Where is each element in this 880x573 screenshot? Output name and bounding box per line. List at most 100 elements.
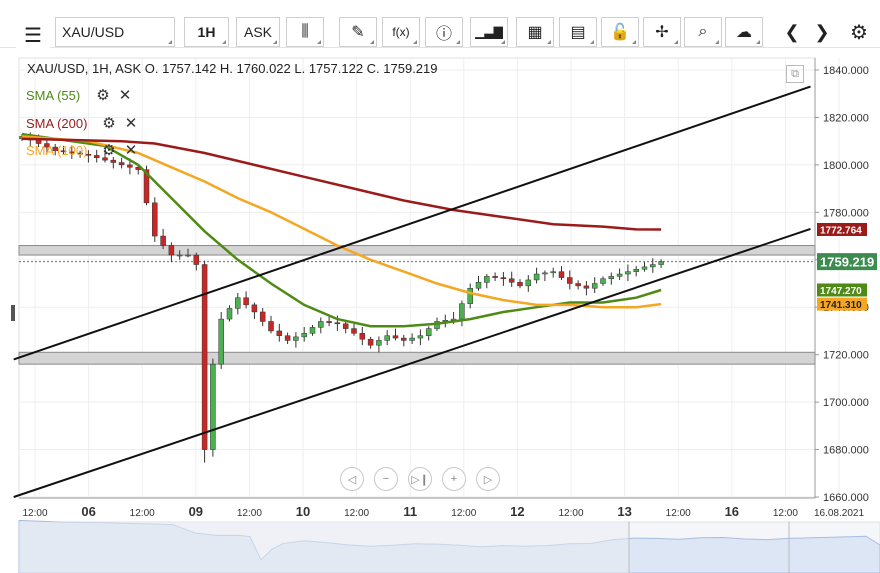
candle <box>376 336 382 353</box>
candle <box>276 323 283 342</box>
candle <box>235 292 241 315</box>
candle-body <box>243 297 249 306</box>
x-tick-label: 11 <box>403 504 417 519</box>
candle-body <box>168 245 175 256</box>
toolbar-tool-button[interactable]: ▤ <box>559 17 597 47</box>
toolbar-tool-button[interactable]: 🔓 <box>601 17 639 47</box>
candle-body <box>533 273 540 281</box>
close-icon[interactable]: ✕ <box>118 87 132 104</box>
candle-body <box>525 279 532 287</box>
toolbar-tool-button[interactable]: ▦ <box>516 17 554 47</box>
candle-body <box>93 155 100 159</box>
candle-body <box>185 254 191 257</box>
pen-icon: ✎ <box>351 24 365 41</box>
legend-sma200: SMA (200) ⚙ ✕ <box>26 114 142 132</box>
timeframe-select[interactable]: 1H <box>184 17 229 47</box>
candle <box>467 283 473 309</box>
price-tag-bg <box>817 253 877 271</box>
candle <box>359 326 366 346</box>
x-tick-label: 12:00 <box>773 508 798 519</box>
candle-body <box>351 328 357 334</box>
candle-body <box>44 143 50 148</box>
candle-body <box>484 276 490 283</box>
candle-body <box>118 162 125 166</box>
candle-body <box>616 273 623 277</box>
hamburger-icon: ☰ <box>24 24 42 47</box>
candle <box>259 308 266 327</box>
candle <box>318 317 324 334</box>
menu-button[interactable]: ☰ <box>16 20 50 50</box>
close-icon[interactable]: ✕ <box>124 115 138 132</box>
gear-icon[interactable]: ⚙ <box>102 142 116 159</box>
scroll-left-button[interactable]: ◁ <box>340 467 364 491</box>
toolbar-tool-button[interactable]: ✢ <box>643 17 681 47</box>
toolbar-tool-button[interactable]: ✎ <box>339 17 377 47</box>
legend-sma100: SMA (100) ⚙ ✕ <box>26 141 142 159</box>
x-tick-label: 12:00 <box>344 508 369 519</box>
candle <box>616 268 623 280</box>
price-tag: 1759.219 <box>817 253 877 271</box>
sr-zone <box>18 245 816 256</box>
candle-body <box>293 336 299 341</box>
ohlc-readout: XAU/USD, 1H, ASK O. 1757.142 H. 1760.022… <box>27 61 438 76</box>
y-tick-label: 1660.000 <box>823 492 869 504</box>
x-tick-label: 12:00 <box>558 508 583 519</box>
sma-line <box>21 137 662 231</box>
candle-body <box>392 335 399 339</box>
toolbar-tool-button[interactable]: ⓘ <box>425 17 463 47</box>
toolbar-tool-button[interactable]: ▁▃▇ <box>470 17 508 47</box>
candle <box>633 266 639 277</box>
zoom-in-button[interactable]: + <box>442 467 466 491</box>
toolbar-tool-button[interactable]: ⌕ <box>684 17 722 47</box>
zoom-out-button[interactable]: − <box>374 467 398 491</box>
gear-icon[interactable]: ⚙ <box>102 115 116 132</box>
candle-body <box>558 271 565 278</box>
candle <box>284 332 291 344</box>
candle <box>118 157 125 169</box>
candle-body <box>376 340 382 346</box>
candle <box>110 156 117 169</box>
candle <box>326 315 332 327</box>
price-tag-label: 1741.310 <box>820 300 862 311</box>
candle-body <box>384 335 390 341</box>
candle <box>542 270 548 282</box>
prev-button[interactable]: ❮ <box>780 17 804 47</box>
arrow-left-icon: ◁ <box>347 473 357 486</box>
next-button[interactable]: ❯ <box>810 17 834 47</box>
y-tick-label: 1700.000 <box>823 397 869 409</box>
scroll-right-button[interactable]: ▷ <box>476 467 500 491</box>
price-type-select[interactable]: ASK <box>236 17 280 47</box>
candle <box>210 358 216 457</box>
symbol-select[interactable]: XAU/USD <box>55 17 175 47</box>
gear-icon[interactable]: ⚙ <box>96 87 110 104</box>
toolbar-tool-button[interactable]: f(x) <box>382 17 420 47</box>
crosshair-icon: ✢ <box>655 24 669 41</box>
popout-icon[interactable]: ⧉ <box>786 65 804 83</box>
candle <box>69 145 75 159</box>
candle <box>525 275 532 292</box>
candle <box>293 332 299 348</box>
toolbar-tool-button[interactable]: ☁ <box>725 17 763 47</box>
candle-body <box>60 150 67 153</box>
timeframe-value: 1H <box>197 24 216 40</box>
price-tag-bg <box>817 222 867 236</box>
settings-button[interactable]: ⚙ <box>846 17 872 47</box>
symbol-value: XAU/USD <box>62 24 125 40</box>
price-tag: 1747.270 <box>817 283 867 297</box>
candle-body <box>85 153 92 156</box>
y-tick-label: 1800.000 <box>823 160 869 172</box>
price-type-value: ASK <box>243 24 272 40</box>
chevron-left-icon: ❮ <box>784 21 800 42</box>
candle-body <box>600 278 606 284</box>
close-icon[interactable]: ✕ <box>124 142 138 159</box>
price-tag-bg <box>817 283 867 297</box>
reset-button[interactable]: ▷❙ <box>408 467 432 491</box>
calendar-icon: ▦ <box>527 24 543 41</box>
candle <box>475 275 482 291</box>
candle-body <box>210 363 216 450</box>
price-tag: 1772.764 <box>817 222 867 236</box>
candle <box>625 264 631 282</box>
y-tick-label: 1780.000 <box>823 207 869 219</box>
toolbar-tool-button[interactable]: ⫼ <box>286 17 324 47</box>
